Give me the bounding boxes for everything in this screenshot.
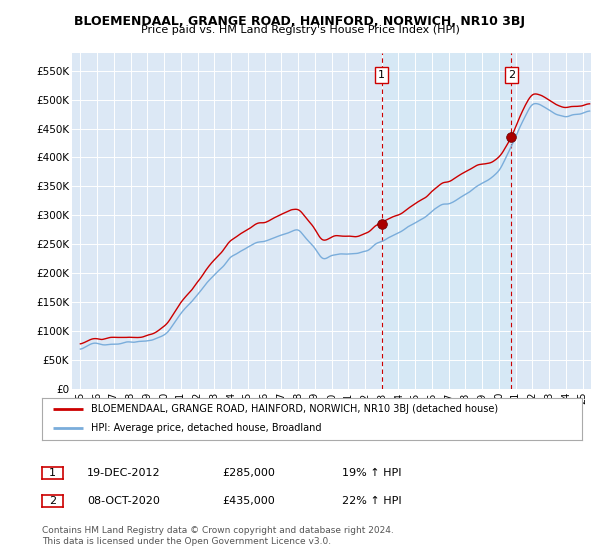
Text: BLOEMENDAAL, GRANGE ROAD, HAINFORD, NORWICH, NR10 3BJ: BLOEMENDAAL, GRANGE ROAD, HAINFORD, NORW… — [74, 15, 526, 27]
Text: 2: 2 — [49, 496, 56, 506]
Text: HPI: Average price, detached house, Broadland: HPI: Average price, detached house, Broa… — [91, 423, 321, 433]
Text: Price paid vs. HM Land Registry's House Price Index (HPI): Price paid vs. HM Land Registry's House … — [140, 25, 460, 35]
Text: 1: 1 — [49, 468, 56, 478]
Text: Contains HM Land Registry data © Crown copyright and database right 2024.
This d: Contains HM Land Registry data © Crown c… — [42, 526, 394, 546]
Bar — [382, 53, 511, 389]
Text: 2: 2 — [508, 70, 515, 80]
Text: £285,000: £285,000 — [222, 468, 275, 478]
Text: 1: 1 — [378, 70, 385, 80]
Text: £435,000: £435,000 — [222, 496, 275, 506]
Text: 19-DEC-2012: 19-DEC-2012 — [87, 468, 161, 478]
Text: BLOEMENDAAL, GRANGE ROAD, HAINFORD, NORWICH, NR10 3BJ (detached house): BLOEMENDAAL, GRANGE ROAD, HAINFORD, NORW… — [91, 404, 498, 414]
Text: 22% ↑ HPI: 22% ↑ HPI — [342, 496, 401, 506]
Text: 08-OCT-2020: 08-OCT-2020 — [87, 496, 160, 506]
Text: 19% ↑ HPI: 19% ↑ HPI — [342, 468, 401, 478]
